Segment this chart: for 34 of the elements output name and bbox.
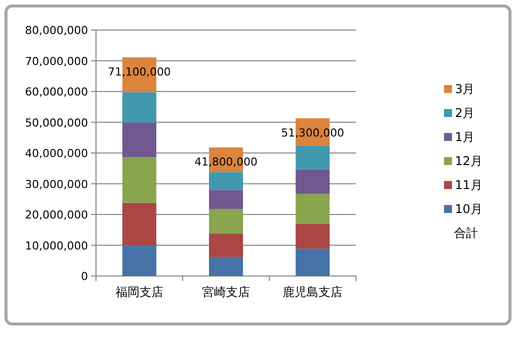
y-tick-label: 40,000,000: [25, 147, 88, 160]
bar: [209, 208, 243, 234]
y-tick-label: 20,000,000: [25, 208, 88, 222]
bar: [209, 190, 243, 209]
bar: [209, 234, 243, 257]
y-tick-label: 80,000,000: [25, 24, 88, 37]
bar: [296, 224, 330, 249]
x-tick-label: 福岡支店: [115, 285, 164, 299]
bar: [209, 256, 243, 276]
bar: [296, 248, 330, 276]
bar: [122, 157, 156, 203]
legend-label: 3月: [455, 82, 475, 96]
bar: [122, 202, 156, 246]
legend-label: 12月: [455, 154, 482, 168]
y-tick-label: 60,000,000: [25, 86, 88, 98]
y-tick-label: 10,000,000: [25, 239, 88, 252]
legend-label: 2月: [455, 106, 475, 120]
legend-label: 11月: [455, 178, 482, 192]
y-tick-label: 70,000,000: [25, 54, 88, 68]
bar: [122, 245, 156, 276]
y-tick-label: 0: [81, 270, 88, 283]
y-tick-label: 30,000,000: [25, 178, 88, 191]
bar: [296, 169, 330, 194]
text: 合計: [454, 226, 478, 240]
bar: [122, 122, 156, 158]
x-tick-label: 宮崎支店: [202, 285, 250, 299]
y-tick-label: 50,000,000: [25, 116, 88, 130]
x-tick-label: 鹿児島支店: [282, 285, 343, 299]
bar: [296, 194, 330, 224]
legend-label: 1月: [455, 130, 475, 144]
bar: [122, 92, 156, 123]
legend-label: 10月: [455, 202, 482, 216]
bar: [296, 146, 330, 170]
bar: [209, 172, 243, 190]
